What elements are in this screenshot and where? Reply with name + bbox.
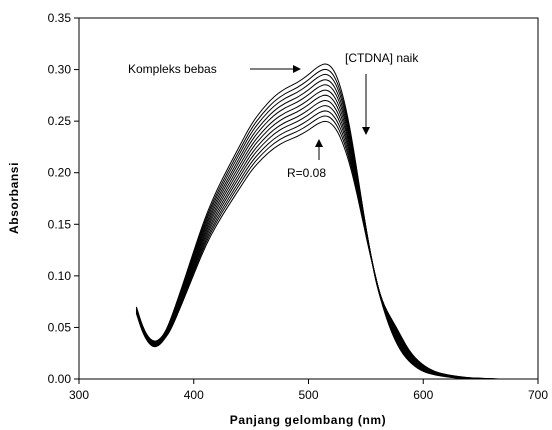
x-tick-label: 400 — [184, 388, 204, 402]
x-tick-label: 300 — [69, 388, 89, 402]
absorbance-curve — [135, 89, 490, 380]
absorbance-curve — [135, 94, 491, 380]
y-axis-title: Absorbansi — [7, 162, 21, 234]
y-tick-label: 0.25 — [48, 114, 72, 128]
y-tick-label: 0.20 — [48, 166, 72, 180]
absorbance-curve — [135, 68, 483, 380]
absorbance-curve — [135, 110, 496, 380]
absorbance-curve — [135, 100, 493, 380]
absorbance-curve — [135, 84, 488, 380]
y-tick-label: 0.00 — [48, 372, 72, 386]
y-tick-label: 0.10 — [48, 269, 72, 283]
x-tick-label: 500 — [298, 388, 318, 402]
absorbance-curve — [135, 115, 498, 380]
ratio-label: R=0.08 — [287, 166, 326, 180]
absorbance-curve — [135, 79, 486, 380]
ctdna-label: [CTDNA] naik — [345, 51, 419, 65]
y-tick-label: 0.05 — [48, 320, 72, 334]
y-tick-label: 0.35 — [48, 11, 72, 25]
x-tick-label: 700 — [528, 388, 548, 402]
absorbance-curve — [135, 63, 481, 380]
x-axis-title: Panjang gelombang (nm) — [230, 413, 387, 427]
y-tick-label: 0.30 — [48, 63, 72, 77]
absorbance-curve — [135, 105, 495, 380]
x-tick-label: 600 — [413, 388, 433, 402]
free-complex-label: Kompleks bebas — [128, 62, 217, 76]
y-tick-label: 0.15 — [48, 217, 72, 231]
absorbance-curve — [135, 73, 485, 380]
axis-ticks: 300 400 500 600 700 0.00 0.05 0.10 0.15 0.20 0.25 0… — [48, 11, 549, 402]
curves-group — [135, 63, 500, 380]
absorbance-curve — [135, 120, 500, 380]
